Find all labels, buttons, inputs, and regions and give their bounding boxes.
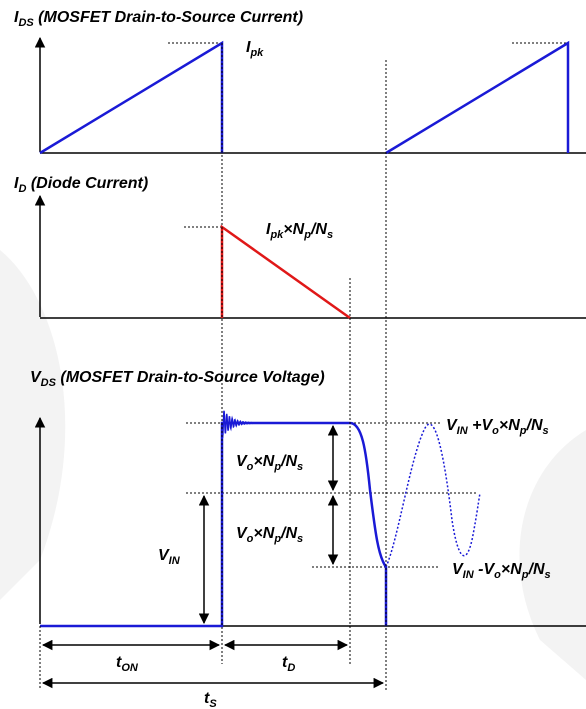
vds-ringing-dotted: [385, 423, 481, 568]
reflected-voltage-lower-label: Vo×Np/Ns: [236, 525, 303, 545]
vin-label: VIN: [158, 547, 181, 567]
vds-title: VDS (MOSFET Drain-to-Source Voltage): [30, 369, 325, 389]
t-on-label: tON: [116, 654, 139, 674]
t-d-label: tD: [282, 654, 295, 674]
vds-panel: VDS (MOSFET Drain-to-Source Voltage) VIN…: [30, 369, 586, 628]
vds-top-level-label: VIN +Vo×Np/Ns: [446, 417, 549, 437]
background-watermark: [0, 250, 586, 680]
turn-off-ringing-burst: [221, 410, 261, 438]
ids-ramp-2: [385, 40, 570, 155]
vds-bottom-level-label: VIN -Vo×Np/Ns: [452, 561, 551, 581]
ipk-label: Ipk: [246, 39, 264, 59]
reflected-voltage-upper-label: Vo×Np/Ns: [236, 453, 303, 473]
ids-ramp-1: [39, 40, 224, 155]
id-title: ID (Diode Current): [14, 175, 148, 195]
timing-guides: [39, 43, 387, 690]
ringing-oscillation: [221, 410, 261, 438]
ids-title: IDS (MOSFET Drain-to-Source Current): [14, 9, 303, 29]
ids-panel: IDS (MOSFET Drain-to-Source Current) Ipk: [14, 9, 586, 155]
vds-waveform: [40, 421, 388, 628]
t-s-label: tS: [204, 690, 217, 709]
timing-dimensions: tON tD tS: [41, 639, 385, 709]
id-peak-label: Ipk×Np/Ns: [266, 221, 333, 241]
id-panel: ID (Diode Current) Ipk×Np/Ns: [14, 175, 586, 320]
